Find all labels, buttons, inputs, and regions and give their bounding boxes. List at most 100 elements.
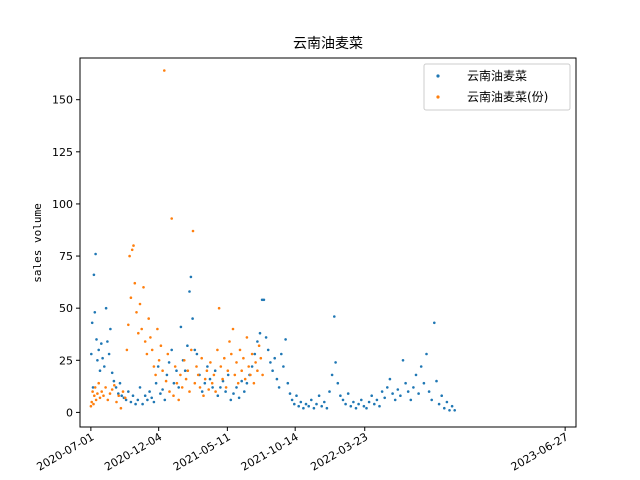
y-tick-label-3: 75 [59,250,73,263]
point-series-2-18 [117,394,120,398]
point-series-1-97 [295,394,298,398]
point-series-1-135 [391,392,394,395]
point-series-1-5 [94,252,97,256]
point-series-1-48 [179,325,183,329]
point-series-2-71 [209,361,212,364]
point-series-1-44 [170,348,173,352]
point-series-1-71 [235,386,238,389]
point-series-1-113 [334,361,337,364]
point-series-1-144 [414,373,418,377]
point-series-1-158 [450,404,454,408]
point-series-1-61 [208,377,212,381]
point-series-1-28 [134,402,137,406]
point-series-1-38 [156,365,160,368]
point-series-1-29 [136,398,140,402]
point-series-2-5 [93,386,97,389]
point-series-2-75 [216,348,219,352]
legend-marker-series-2 [436,95,440,99]
point-series-2-40 [154,373,157,377]
point-series-2-77 [219,365,223,368]
point-series-2-97 [254,361,257,364]
point-series-1-58 [200,390,204,393]
point-series-1-80 [258,331,262,335]
point-series-1-125 [365,406,368,410]
point-series-1-19 [114,386,118,389]
point-series-1-91 [282,365,285,368]
point-series-1-75 [245,381,249,385]
point-series-1-130 [378,404,381,408]
point-series-2-48 [168,390,171,393]
point-series-1-53 [189,275,193,279]
point-series-1-106 [317,394,321,398]
point-series-2-86 [235,361,238,364]
point-series-2-79 [223,356,226,360]
point-series-2-100 [259,356,263,360]
point-series-1-140 [404,381,407,385]
point-series-2-52 [175,381,179,385]
point-series-2-16 [113,384,116,387]
point-series-2-17 [115,400,118,404]
point-series-2-67 [202,394,205,398]
point-series-2-1 [90,400,93,404]
point-series-1-136 [393,398,397,402]
point-series-2-57 [184,377,188,381]
point-series-1-93 [286,381,290,385]
point-series-2-34 [143,340,147,343]
point-series-1-108 [323,400,326,404]
point-series-1-105 [315,402,318,406]
point-series-1-84 [266,348,270,352]
point-series-1-116 [341,398,345,402]
point-series-1-15 [107,352,111,356]
point-series-2-10 [100,390,103,393]
point-series-2-84 [231,327,235,331]
point-series-1-83 [264,336,268,339]
point-series-2-87 [236,381,240,385]
point-series-2-61 [191,229,195,233]
point-series-2-72 [210,381,214,385]
point-series-1-128 [373,402,376,406]
point-series-2-95 [250,352,254,356]
point-series-1-96 [293,402,296,406]
point-series-1-78 [253,352,257,356]
points-layer [89,69,457,412]
point-series-2-53 [177,398,180,402]
point-series-1-1 [90,321,94,325]
point-series-1-103 [310,398,313,402]
legend-label-series-1: 云南油麦菜 [467,68,527,83]
point-series-1-17 [110,371,114,375]
point-series-2-27 [132,244,135,247]
legend-marker-series-1 [436,74,440,78]
point-series-2-92 [245,336,249,339]
point-series-2-3 [92,402,95,406]
point-series-1-123 [360,398,363,402]
point-series-1-126 [367,400,371,404]
point-series-2-54 [179,373,182,377]
point-series-1-77 [250,365,254,368]
point-series-1-35 [150,396,153,400]
point-series-1-10 [100,342,103,345]
point-series-1-74 [243,390,246,393]
point-series-2-22 [125,348,129,352]
point-series-1-20 [117,392,120,395]
point-series-2-32 [140,327,143,331]
point-series-1-151 [433,321,436,325]
point-series-2-60 [190,348,193,352]
point-series-1-112 [333,315,336,318]
point-series-1-92 [284,338,287,341]
point-series-1-159 [453,409,457,412]
point-series-1-69 [229,398,233,402]
point-series-1-100 [302,406,305,410]
point-series-2-30 [137,331,140,335]
point-series-2-85 [233,373,237,377]
point-series-1-45 [172,381,176,385]
point-series-1-118 [346,392,350,395]
point-series-1-132 [383,396,387,400]
point-series-1-25 [127,390,130,393]
point-series-1-43 [167,361,171,364]
point-series-1-73 [240,379,243,383]
point-series-2-62 [193,381,197,385]
point-series-2-42 [157,359,161,362]
point-series-1-22 [120,394,123,398]
point-series-1-131 [380,390,384,393]
